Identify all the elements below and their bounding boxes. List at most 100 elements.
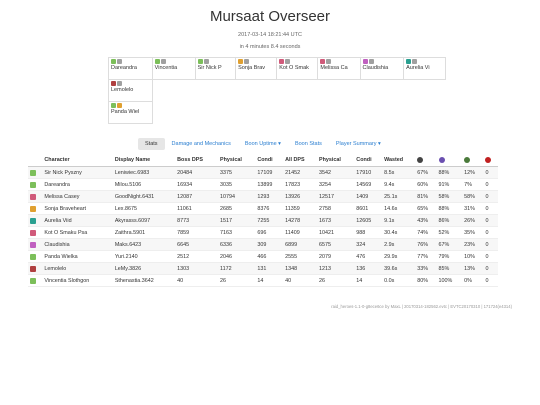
squad-member: Dareandra bbox=[108, 57, 153, 80]
stat-cell: 0 bbox=[483, 166, 498, 180]
stat-cell: 3375 bbox=[218, 166, 256, 180]
stat-cell: 33% bbox=[415, 262, 437, 276]
table-row: Panda Wielka Yuri.2140 2512 2046 466 2555 2079… bbox=[28, 250, 498, 264]
profession-icon bbox=[362, 59, 368, 64]
profession-icon bbox=[30, 241, 36, 248]
table-row: Aurelia Viid Akyrasss.6097 8773 1517 7255 142… bbox=[28, 214, 498, 228]
stat-cell: 26% bbox=[462, 214, 484, 228]
timestamp: 2017-03-14 18:21:44 UTC bbox=[238, 32, 302, 38]
stat-cell: 20484 bbox=[175, 166, 219, 180]
tab-damage-and-mechanics[interactable]: Damage and Mechanics bbox=[171, 141, 231, 147]
stat-cell: 100% bbox=[436, 274, 463, 288]
column-header[interactable]: Boss DPS bbox=[175, 154, 219, 168]
swap-icon bbox=[438, 157, 445, 163]
stat-cell: 0 bbox=[483, 190, 498, 204]
tab-player-summary[interactable]: Player Summary ▾ bbox=[335, 141, 381, 147]
footer-info: raid_heroes-1.1-0-g8ece6ce by MaxL | 201… bbox=[331, 304, 512, 309]
table-row: Dareandra Milou.5106 16934 3035 13899 17823 32… bbox=[28, 178, 498, 192]
squad-member-name: Panda Wiel bbox=[111, 109, 140, 115]
role-icon bbox=[368, 59, 374, 64]
column-header[interactable]: Physical bbox=[316, 154, 355, 168]
stat-cell: 10% bbox=[462, 250, 484, 264]
role-icon bbox=[117, 103, 122, 108]
profession-icon bbox=[320, 59, 326, 64]
column-header[interactable]: Physical bbox=[218, 154, 256, 168]
profession-icon bbox=[238, 59, 244, 64]
stat-cell: 43% bbox=[415, 214, 437, 228]
stat-cell: 2512 bbox=[175, 250, 219, 264]
table-row: Lemolelo LeMy.3826 1303 1172 131 1348 1213 136 3… bbox=[28, 262, 498, 276]
duration: in 4 minutes 8.4 seconds bbox=[239, 44, 301, 50]
stat-cell: 8.5s bbox=[382, 166, 416, 180]
stat-cell: 21452 bbox=[283, 166, 317, 180]
stat-cell: 6336 bbox=[218, 238, 256, 252]
profession-icon bbox=[197, 59, 203, 64]
stat-cell: 79% bbox=[436, 250, 463, 264]
stat-cell: 696 bbox=[255, 226, 284, 240]
stat-cell: 76% bbox=[415, 238, 437, 252]
character-name: Kot O Smaku Psa bbox=[42, 226, 113, 240]
stat-cell: 11061 bbox=[175, 202, 219, 216]
stat-cell: 16934 bbox=[175, 178, 219, 192]
column-header[interactable]: Condi bbox=[255, 154, 284, 168]
display-name: Sthenastia.3642 bbox=[112, 274, 176, 288]
role-icon bbox=[326, 59, 332, 64]
squad-composition: Dareandra Vincentia Sir Nick P Sonja Brav Ko… bbox=[108, 57, 446, 124]
stat-cell: 25.1s bbox=[382, 190, 416, 204]
tab-boon-uptime[interactable]: Boon Uptime ▾ bbox=[244, 141, 281, 147]
stat-cell: 17823 bbox=[283, 178, 317, 192]
stat-cell: 0% bbox=[462, 274, 484, 288]
stat-cell: 3542 bbox=[316, 166, 355, 180]
stat-cell: 12517 bbox=[316, 190, 355, 204]
squad-member-name: Lemolelo bbox=[111, 87, 134, 93]
stat-cell: 13926 bbox=[283, 190, 317, 204]
character-name: Dareandra bbox=[42, 178, 113, 192]
column-header[interactable] bbox=[462, 154, 484, 168]
profession-column-header bbox=[28, 154, 43, 168]
column-header[interactable] bbox=[436, 154, 463, 168]
stat-cell: 58% bbox=[436, 190, 463, 204]
stat-cell: 8601 bbox=[354, 202, 383, 216]
heart-icon bbox=[485, 157, 492, 163]
tab-bar: Stats Damage and Mechanics Boon Uptime ▾ Bo… bbox=[138, 138, 388, 150]
profession-icon bbox=[111, 103, 116, 108]
stat-cell: 14569 bbox=[354, 178, 383, 192]
squad-member-name: Sonja Brav bbox=[238, 65, 265, 71]
stat-cell: 60% bbox=[415, 178, 437, 192]
squad-member: Vincentia bbox=[151, 57, 196, 80]
stat-cell: 35% bbox=[462, 226, 484, 240]
stat-cell: 26 bbox=[218, 274, 256, 288]
stat-cell: 0 bbox=[483, 238, 498, 252]
table-row: Sonja Braveheart Lex.8675 11061 2685 8376 113… bbox=[28, 202, 498, 216]
stat-cell: 1409 bbox=[354, 190, 383, 204]
column-header[interactable]: Condi bbox=[354, 154, 383, 168]
profession-icon bbox=[279, 59, 285, 64]
stat-cell: 2.9s bbox=[382, 238, 416, 252]
stat-cell: 14 bbox=[354, 274, 383, 288]
stat-cell: 0 bbox=[483, 274, 498, 288]
stat-cell: 80% bbox=[415, 274, 437, 288]
tab-boon-stats[interactable]: Boon Stats bbox=[294, 141, 322, 147]
profession-icon bbox=[30, 253, 36, 260]
column-header[interactable]: Wasted bbox=[382, 154, 416, 168]
stat-cell: 136 bbox=[354, 262, 383, 276]
stat-cell: 131 bbox=[255, 262, 284, 276]
stat-cell: 88% bbox=[436, 166, 463, 180]
table-row: Melissa Casey GoodNight.6431 12087 10794 129… bbox=[28, 190, 498, 204]
column-header[interactable] bbox=[415, 154, 437, 168]
column-header[interactable]: Character bbox=[42, 154, 113, 168]
stat-cell: 988 bbox=[354, 226, 383, 240]
column-header[interactable]: Display Name bbox=[112, 154, 176, 168]
table-row: Claudishia Maks.6423 6645 6336 309 6899 6575 32… bbox=[28, 238, 498, 252]
stat-cell: 39.6s bbox=[382, 262, 416, 276]
role-icon bbox=[160, 59, 166, 64]
tab-stats[interactable]: Stats bbox=[138, 138, 165, 150]
table-row: Vincentia Slothgon Sthenastia.3642 40 26 14 4… bbox=[28, 274, 498, 288]
column-header[interactable] bbox=[483, 154, 498, 168]
role-icon bbox=[285, 59, 291, 64]
stat-cell: 1348 bbox=[283, 262, 317, 276]
stat-cell: 1213 bbox=[316, 262, 355, 276]
character-name: Claudishia bbox=[42, 238, 113, 252]
squad-member: Sir Nick P bbox=[194, 57, 237, 80]
column-header[interactable]: All DPS bbox=[283, 154, 317, 168]
